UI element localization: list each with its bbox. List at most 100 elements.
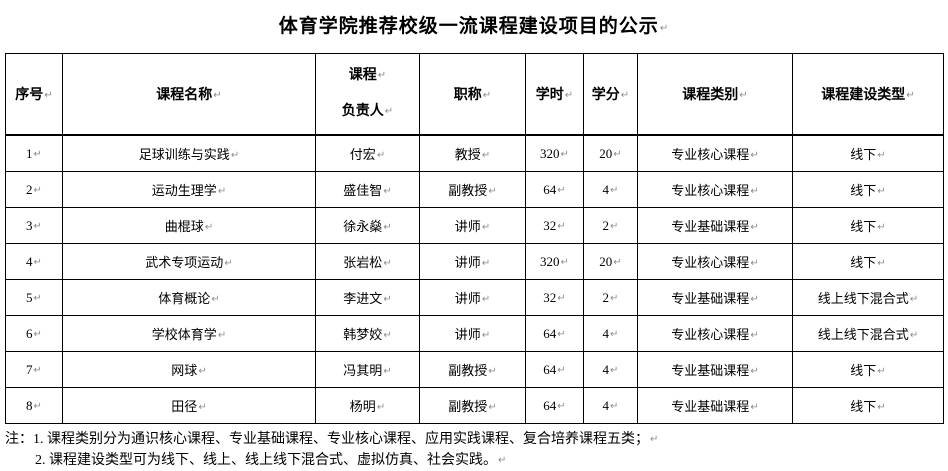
paragraph-mark-icon: ↵ [481,150,491,161]
cell-leader: 徐永燊↵ [315,207,420,244]
table-header-row: 序号↵ 课程名称↵ 课程↵ 负责人↵ 职称↵ 学时↵ 学分↵ 课程类别↵ 课程建… [5,53,944,136]
table-row: 7↵ 网球↵ 冯其明↵ 副教授↵ 64↵ 4↵ 专业基础课程↵ 线下↵ [5,351,944,388]
paragraph-mark-icon: ↵ [750,294,759,305]
paragraph-mark-icon: ↵ [650,434,659,445]
paragraph-mark-icon: ↵ [877,222,886,233]
paragraph-mark-icon: ↵ [610,184,619,196]
header-course-leader-line2: 负责人↵ [341,104,394,119]
paragraph-mark-icon: ↵ [384,106,394,117]
paragraph-mark-icon: ↵ [383,294,392,305]
paragraph-mark-icon: ↵ [383,258,392,269]
cell-leader: 盛佳智↵ [315,171,420,208]
paragraph-mark-icon: ↵ [620,90,630,101]
paragraph-mark-icon: ↵ [33,292,42,304]
footnote-line-1: 注：1. 课程类别分为通识核心课程、专业基础课程、专业核心课程、应用实践课程、复… [5,429,948,450]
header-job-title: 职称↵ [419,53,526,136]
cell-course-name: 曲棍球↵ [62,207,316,244]
cell-index: 6↵ [5,315,63,352]
cell-leader: 韩梦姣↵ [315,315,420,352]
cell-index: 8↵ [5,387,63,424]
paragraph-mark-icon: ↵ [198,402,207,413]
footnote-line-2: 2. 课程建设类型可为线下、线上、线上线下混合式、虚拟仿真、社会实践。↵ [5,450,948,471]
cell-category: 专业核心课程↵ [637,243,793,280]
cell-leader: 冯其明↵ [315,351,420,388]
paragraph-mark-icon: ↵ [557,184,566,196]
cell-category: 专业基础课程↵ [637,207,793,244]
cell-build-type: 线下↵ [792,387,944,424]
footnote-1-text: 1. 课程类别分为通识核心课程、专业基础课程、专业核心课程、应用实践课程、复合培… [33,432,649,447]
paragraph-mark-icon: ↵ [750,150,759,161]
cell-category: 专业基础课程↵ [637,351,793,388]
paragraph-mark-icon: ↵ [610,220,619,232]
paragraph-mark-icon: ↵ [230,150,240,161]
paragraph-mark-icon: ↵ [739,90,748,101]
paragraph-mark-icon: ↵ [383,186,392,197]
header-index: 序号↵ [5,53,63,136]
cell-build-type: 线下↵ [792,243,944,280]
cell-credits: 4↵ [583,387,638,424]
paragraph-mark-icon: ↵ [613,256,622,268]
paragraph-mark-icon: ↵ [33,328,42,340]
paragraph-mark-icon: ↵ [488,402,497,413]
cell-hours: 64↵ [525,315,584,352]
course-table: 序号↵ 课程名称↵ 课程↵ 负责人↵ 职称↵ 学时↵ 学分↵ 课程类别↵ 课程建… [5,53,944,424]
paragraph-mark-icon: ↵ [33,364,42,376]
page-title: 体育学院推荐校级一流课程建设项目的公示↵ [0,0,948,38]
paragraph-mark-icon: ↵ [560,148,569,160]
paragraph-mark-icon: ↵ [482,90,492,101]
page-title-text: 体育学院推荐校级一流课程建设项目的公示 [278,16,659,37]
cell-credits: 4↵ [583,171,638,208]
paragraph-mark-icon: ↵ [488,186,497,197]
cell-credits: 20↵ [583,134,638,172]
paragraph-mark-icon: ↵ [498,455,507,466]
paragraph-mark-icon: ↵ [44,90,53,101]
paragraph-mark-icon: ↵ [33,256,42,268]
cell-course-name: 足球训练与实践↵ [62,134,316,172]
table-body: 1↵ 足球训练与实践↵ 付宏↵ 教授↵ 320↵ 20↵ 专业核心课程↵ 线下↵… [5,134,944,424]
cell-category: 专业基础课程↵ [637,387,793,424]
header-category: 课程类别↵ [637,53,793,136]
paragraph-mark-icon: ↵ [204,222,214,233]
cell-index: 5↵ [5,279,63,316]
cell-job-title: 副教授↵ [419,387,526,424]
cell-job-title: 副教授↵ [419,351,526,388]
footnotes: 注：1. 课程类别分为通识核心课程、专业基础课程、专业核心课程、应用实践课程、复… [5,429,948,471]
cell-course-name: 体育概论↵ [62,279,316,316]
paragraph-mark-icon: ↵ [481,258,491,269]
cell-index: 7↵ [5,351,63,388]
paragraph-mark-icon: ↵ [377,70,387,81]
cell-job-title: 副教授↵ [419,171,526,208]
paragraph-mark-icon: ↵ [557,400,566,412]
table-row: 3↵ 曲棍球↵ 徐永燊↵ 讲师↵ 32↵ 2↵ 专业基础课程↵ 线下↵ [5,207,944,244]
paragraph-mark-icon: ↵ [198,366,207,377]
paragraph-mark-icon: ↵ [557,220,566,232]
paragraph-mark-icon: ↵ [383,366,392,377]
cell-hours: 64↵ [525,351,584,388]
cell-category: 专业核心课程↵ [637,134,793,172]
cell-credits: 4↵ [583,351,638,388]
header-build-type: 课程建设类型↵ [792,53,944,136]
cell-hours: 320↵ [525,134,584,172]
cell-build-type: 线下↵ [792,207,944,244]
cell-category: 专业核心课程↵ [637,171,793,208]
paragraph-mark-icon: ↵ [909,330,919,341]
cell-credits: 4↵ [583,315,638,352]
paragraph-mark-icon: ↵ [877,366,886,377]
paragraph-mark-icon: ↵ [750,330,759,341]
cell-build-type: 线下↵ [792,351,944,388]
paragraph-mark-icon: ↵ [481,222,491,233]
cell-course-name: 田径↵ [62,387,316,424]
cell-job-title: 教授↵ [419,134,526,172]
paragraph-mark-icon: ↵ [750,222,759,233]
paragraph-mark-icon: ↵ [481,330,491,341]
paragraph-mark-icon: ↵ [906,90,915,101]
cell-index: 2↵ [5,171,63,208]
paragraph-mark-icon: ↵ [750,366,759,377]
paragraph-mark-icon: ↵ [613,148,622,160]
cell-course-name: 武术专项运动↵ [62,243,316,280]
paragraph-mark-icon: ↵ [33,148,42,160]
cell-hours: 32↵ [525,279,584,316]
footnote-prefix: 注： [5,432,33,447]
cell-category: 专业基础课程↵ [637,279,793,316]
header-hours: 学时↵ [525,53,584,136]
